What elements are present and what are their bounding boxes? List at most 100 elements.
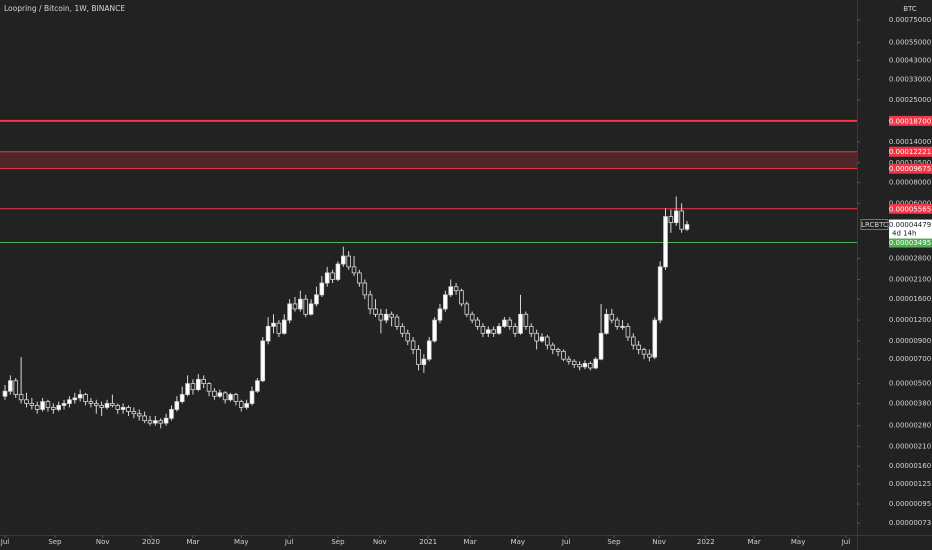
x-tick-label: Sep bbox=[607, 538, 621, 546]
candle-body bbox=[663, 216, 668, 268]
candle-body bbox=[303, 298, 308, 315]
candle-body bbox=[335, 263, 341, 280]
candle-body bbox=[426, 340, 432, 360]
level-tag bbox=[889, 203, 932, 214]
x-tick-label: Mar bbox=[186, 538, 199, 546]
candle-body bbox=[598, 332, 604, 360]
candle-body bbox=[679, 210, 684, 230]
level-label: 0.00009675 bbox=[889, 165, 931, 173]
candle-body bbox=[185, 383, 190, 395]
candle-body bbox=[77, 394, 83, 399]
candle-body bbox=[271, 322, 276, 327]
level-label: 0.00018700 bbox=[889, 117, 931, 125]
candle-body bbox=[469, 313, 475, 321]
candle-body bbox=[217, 392, 223, 397]
x-tick-label: Sep bbox=[331, 538, 345, 546]
candle-body bbox=[631, 336, 636, 346]
candle-body bbox=[24, 399, 29, 404]
candle-body bbox=[609, 313, 615, 321]
candle-body bbox=[136, 413, 142, 417]
x-tick-label: 2021 bbox=[419, 538, 437, 546]
x-tick-label: Jul bbox=[841, 538, 851, 546]
x-tick-label: Nov bbox=[373, 538, 387, 546]
candle-body bbox=[410, 340, 416, 350]
y-tick-label: 0.00033000 bbox=[889, 76, 931, 84]
candle-body bbox=[351, 266, 357, 274]
candle-body bbox=[405, 332, 411, 342]
x-tick-label: Sep bbox=[48, 538, 62, 546]
x-tick-label: Nov bbox=[96, 538, 110, 546]
candle-body bbox=[373, 308, 378, 315]
candle-body bbox=[18, 394, 24, 401]
candle-body bbox=[265, 325, 271, 342]
candle-body bbox=[443, 294, 448, 310]
candle-body bbox=[61, 403, 67, 406]
x-tick-label: Jul bbox=[561, 538, 571, 546]
candle-body bbox=[51, 407, 56, 410]
level-tag bbox=[889, 163, 932, 174]
level-tag bbox=[889, 115, 932, 126]
candle-body bbox=[233, 394, 239, 403]
candle-body bbox=[362, 282, 368, 296]
y-tick-label: 0.00000900 bbox=[889, 337, 931, 345]
x-tick-label: May bbox=[234, 538, 248, 546]
y-tick-label: 0.00008000 bbox=[889, 178, 931, 186]
candle-body bbox=[99, 405, 104, 408]
candle-body bbox=[244, 403, 249, 408]
y-tick-label: 0.00000500 bbox=[889, 380, 931, 388]
candle-body bbox=[561, 350, 566, 360]
candle-body bbox=[647, 353, 652, 358]
candle-body bbox=[179, 394, 185, 403]
candle-body bbox=[389, 313, 394, 318]
candle-body bbox=[314, 294, 319, 305]
candle-body bbox=[308, 303, 314, 315]
candle-body bbox=[582, 363, 588, 368]
candle-body bbox=[222, 392, 228, 401]
candle-body bbox=[507, 319, 513, 327]
candle-body bbox=[174, 401, 180, 410]
candle-body bbox=[496, 325, 502, 334]
level-tag bbox=[889, 146, 932, 157]
candle-body bbox=[453, 286, 459, 292]
candle-body bbox=[539, 336, 545, 342]
symbol-tag bbox=[860, 219, 889, 230]
candle-body bbox=[550, 344, 556, 350]
y-tick-label: 0.00002800 bbox=[889, 255, 931, 263]
candle-body bbox=[120, 407, 126, 410]
candle-body bbox=[29, 403, 35, 406]
resistance-zone bbox=[0, 151, 857, 169]
level-label: 0.00012221 bbox=[889, 148, 931, 156]
candle-body bbox=[545, 336, 550, 346]
candle-body bbox=[67, 399, 72, 404]
candle-body bbox=[249, 390, 255, 404]
countdown-label: 4d 14h bbox=[892, 230, 916, 238]
candle-body bbox=[437, 308, 443, 321]
candle-body bbox=[421, 358, 427, 365]
candle-body bbox=[330, 272, 335, 280]
x-tick-label: Mar bbox=[463, 538, 476, 546]
candle-body bbox=[502, 319, 507, 327]
candle-body bbox=[45, 401, 51, 408]
candle-body bbox=[147, 420, 153, 424]
candle-body bbox=[341, 255, 346, 265]
candle-body bbox=[588, 363, 593, 369]
x-tick-label: Jul bbox=[0, 538, 9, 546]
y-tick-label: 0.00010500 bbox=[889, 159, 931, 167]
y-tick-label: 0.00000210 bbox=[889, 443, 931, 451]
candle-body bbox=[668, 216, 674, 224]
candle-body bbox=[260, 340, 266, 382]
candle-body bbox=[324, 272, 330, 284]
candle-body bbox=[346, 255, 351, 268]
candle-body bbox=[158, 420, 164, 424]
candle-body bbox=[378, 313, 384, 321]
x-tick-label: 2020 bbox=[142, 538, 160, 546]
symbol-label: LRCBTC bbox=[861, 221, 888, 229]
candle-body bbox=[13, 380, 19, 395]
candle-body bbox=[201, 378, 206, 384]
candle-body bbox=[126, 407, 131, 412]
candle-body bbox=[190, 383, 196, 391]
candle-body bbox=[604, 313, 609, 334]
candle-body bbox=[298, 298, 303, 310]
